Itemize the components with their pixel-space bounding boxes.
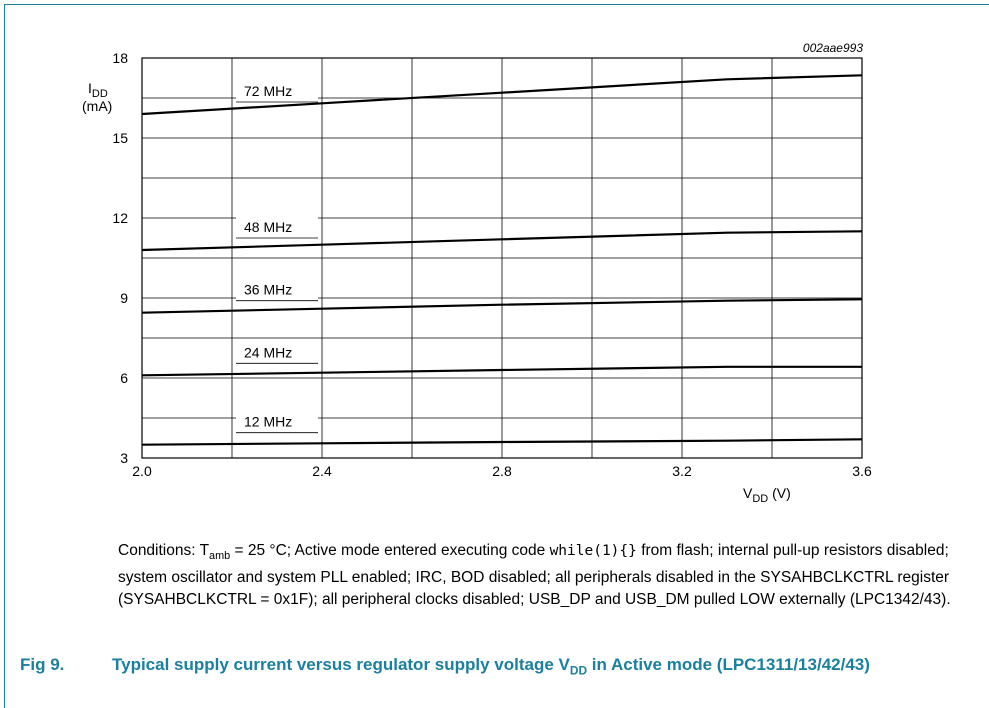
y-axis-label: IDD	[88, 80, 108, 100]
x-axis-label: VDD (V)	[743, 485, 791, 505]
x-tick-label: 2.0	[132, 463, 152, 479]
y-tick-label: 15	[112, 130, 128, 146]
conditions-text-3: from flash; internal pull-up resistors d…	[118, 542, 951, 609]
tick-labels: 2.0 2.4 2.8 3.2 3.6 3 6 9 12 15 18	[112, 50, 872, 479]
series-label: 12 MHz	[244, 414, 292, 430]
series-label-background	[236, 342, 318, 363]
series-label: 24 MHz	[244, 344, 292, 360]
series-line	[141, 298, 863, 314]
conditions-subscript: amb	[209, 550, 231, 563]
series-line	[141, 230, 863, 252]
series-label: 48 MHz	[244, 219, 292, 235]
series-label: 36 MHz	[244, 282, 292, 298]
series-label-background	[236, 411, 318, 432]
series-line	[141, 365, 862, 377]
series-group	[141, 74, 863, 446]
conditions-text-1: Conditions: T	[118, 542, 210, 559]
series-label-background	[236, 279, 318, 300]
x-tick-label: 3.2	[672, 463, 692, 479]
x-tick-label: 2.8	[492, 463, 512, 479]
y-tick-label: 3	[120, 450, 128, 466]
y-tick-label: 9	[120, 290, 128, 306]
y-tick-label: 18	[112, 50, 128, 66]
x-tick-label: 3.6	[852, 463, 872, 479]
x-tick-label: 2.4	[312, 463, 332, 479]
y-tick-label: 6	[120, 370, 128, 386]
conditions-code: while(1){}	[549, 543, 637, 559]
series-labels: 72 MHz 48 MHz 36 MHz 24 MHz 12 MHz	[236, 81, 318, 434]
series-line	[141, 74, 863, 116]
conditions-note: Conditions: Tamb = 25 °C; Active mode en…	[118, 540, 988, 611]
series-label-background	[236, 81, 318, 101]
plot-frame	[141, 57, 863, 459]
frame-top-border	[4, 4, 989, 5]
figure-code: 002aae993	[803, 41, 863, 55]
y-tick-label: 12	[112, 210, 128, 226]
series-label-background	[236, 217, 318, 237]
y-axis-unit: (mA)	[82, 98, 112, 114]
conditions-text-2: = 25 °C; Active mode entered executing c…	[230, 542, 550, 559]
plot-border	[141, 57, 863, 459]
figure-number: Fig 9.	[20, 655, 65, 674]
grid	[142, 58, 862, 458]
figure-title: Typical supply current versus regulator …	[112, 655, 870, 678]
frame-left-border	[4, 4, 5, 708]
series-line	[141, 438, 863, 446]
supply-current-chart: 72 MHz 48 MHz 36 MHz 24 MHz 12 MHz 2.0 2.4 2.8…	[82, 41, 872, 505]
series-label: 72 MHz	[244, 83, 292, 99]
